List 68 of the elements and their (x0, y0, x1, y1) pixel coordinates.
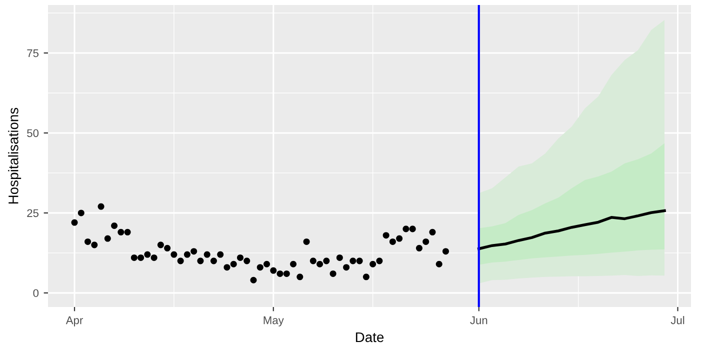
x-tick-label: Jul (670, 316, 684, 324)
line-series (477, 209, 666, 250)
point (190, 248, 198, 255)
point (217, 251, 224, 258)
point (436, 260, 442, 268)
point (316, 260, 324, 268)
point (236, 254, 244, 261)
point (244, 258, 250, 264)
point (356, 258, 363, 264)
point (409, 226, 416, 232)
point (170, 251, 178, 258)
point (376, 258, 383, 264)
point (382, 232, 390, 239)
point (71, 219, 78, 226)
point (370, 260, 376, 268)
point (177, 258, 184, 264)
y-tick-label: 25 (27, 209, 39, 218)
point (263, 260, 270, 268)
point (184, 251, 190, 258)
x-axis-title: Date (356, 332, 384, 342)
point (323, 258, 330, 264)
point (224, 264, 230, 271)
point (104, 235, 111, 242)
y-tick-label: 75 (27, 49, 39, 58)
point (310, 258, 316, 264)
point (111, 222, 118, 229)
point (290, 260, 297, 268)
point (442, 248, 449, 255)
point (210, 258, 217, 264)
point (283, 270, 290, 277)
y-axis-title: Hospitalisations (8, 108, 22, 204)
point (144, 251, 151, 258)
point (98, 203, 104, 210)
point (270, 267, 277, 274)
point (197, 258, 204, 264)
point (230, 260, 237, 268)
point (396, 235, 403, 242)
point (422, 238, 430, 245)
point (157, 242, 164, 248)
point (303, 238, 310, 245)
point (150, 254, 158, 261)
y-tick-label: 50 (27, 129, 39, 138)
point (84, 238, 92, 245)
point (256, 264, 264, 271)
x-tick-label: Apr (66, 316, 83, 326)
point (130, 254, 138, 261)
point (402, 226, 410, 232)
point (124, 228, 131, 236)
point (343, 264, 350, 271)
point (138, 254, 144, 261)
point (330, 270, 336, 277)
point (429, 228, 436, 236)
point (296, 274, 304, 280)
point (389, 238, 396, 245)
point (362, 274, 370, 280)
point (91, 242, 98, 248)
point (204, 251, 210, 258)
point (416, 244, 422, 252)
point (78, 210, 84, 216)
point (336, 254, 343, 261)
point (350, 258, 356, 264)
x-tick-label: Jun (470, 316, 488, 324)
x-tick-label: May (264, 316, 284, 326)
point (164, 244, 171, 252)
y-tick-label: 0 (33, 289, 39, 298)
point (250, 276, 257, 284)
point (276, 270, 284, 277)
point (118, 228, 124, 236)
